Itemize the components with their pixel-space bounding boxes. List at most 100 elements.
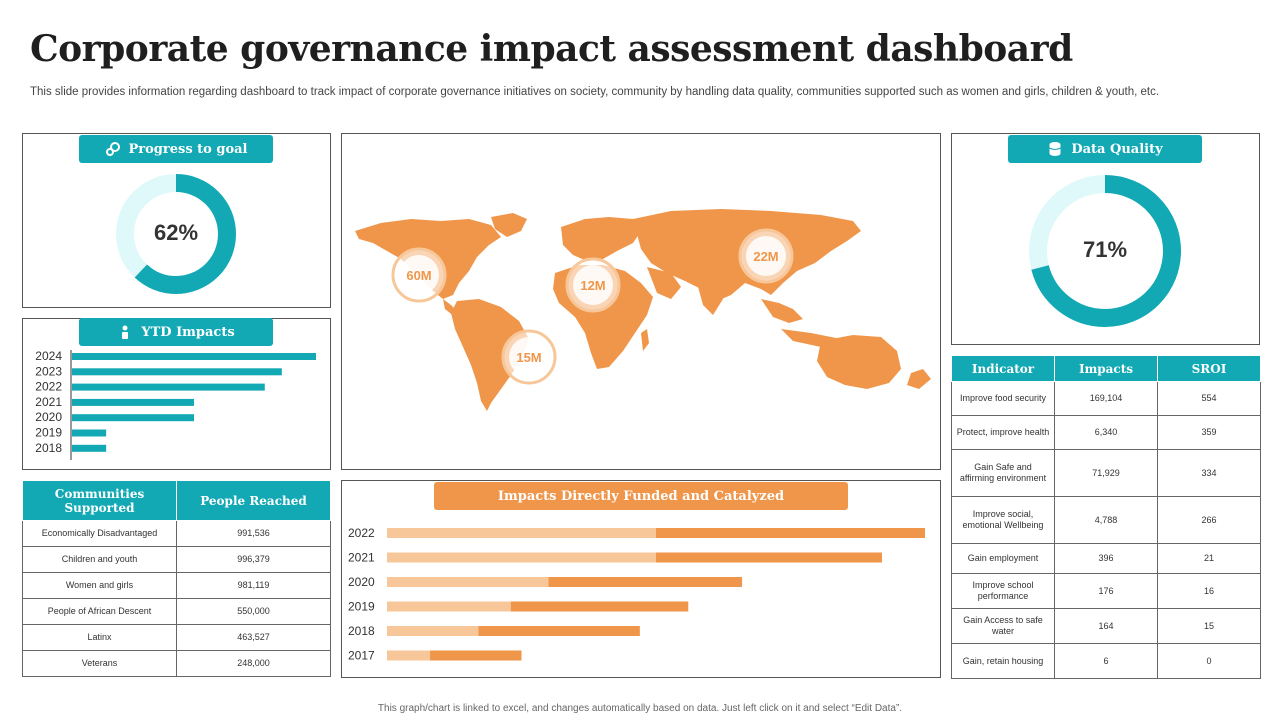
indicator-row: Gain Safe and affirming environment 71,92… [951, 449, 1261, 497]
ytd-bar [72, 368, 282, 376]
indicator-cell: Improve social, emotional Wellbeing [951, 496, 1055, 544]
funded-tick-label: 2018 [348, 624, 375, 638]
sroi-cell: 266 [1157, 496, 1261, 544]
community-name-cell: People of African Descent [22, 598, 177, 625]
funded-title-pill: Impacts Directly Funded and Catalyzed [434, 482, 848, 510]
impacts-cell: 164 [1054, 608, 1158, 644]
funded-chart: 2022 2021 2020 2019 2018 2017 [348, 526, 925, 663]
ytd-tick-label: 2024 [35, 349, 62, 363]
indicator-row: Gain employment 396 21 [951, 543, 1261, 574]
map-arabia [647, 267, 681, 299]
ytd-bar [72, 429, 107, 437]
people-reached-cell: 463,527 [176, 624, 331, 651]
indicator-cell: Improve food security [951, 381, 1055, 416]
people-reached-cell: 991,536 [176, 520, 331, 547]
people-reached-cell: 248,000 [176, 650, 331, 677]
indicator-cell: Gain Access to safe water [951, 608, 1055, 644]
indicator-row: Improve food security 169,104 554 [951, 381, 1261, 416]
map-marker-label: 22M [753, 249, 778, 264]
map-new-zealand [907, 369, 931, 389]
people-reached-cell: 996,379 [176, 546, 331, 573]
ytd-tick-label: 2018 [35, 441, 62, 455]
funded-bar-segment-2 [478, 626, 640, 636]
sroi-cell: 16 [1157, 573, 1261, 609]
ytd-tick-label: 2021 [35, 395, 62, 409]
communities-row: Veterans 248,000 [22, 650, 331, 677]
impacts-cell: 396 [1054, 543, 1158, 574]
communities-header: Communities Supported [22, 480, 177, 521]
progress-title-pill: Progress to goal [79, 135, 273, 163]
people-reached-header: People Reached [176, 480, 331, 521]
people-reached-cell: 981,119 [176, 572, 331, 599]
map-madagascar [641, 329, 649, 351]
ytd-tick-label: 2019 [35, 426, 62, 440]
quality-donut [1029, 175, 1181, 327]
sroi-cell: 0 [1157, 643, 1261, 679]
funded-bar-segment-1 [387, 650, 431, 661]
ytd-title-pill: YTD Impacts [79, 318, 273, 346]
map-marker-south-america: 15M [501, 329, 557, 385]
quality-value-label: 71% [1082, 237, 1128, 262]
community-name-cell: Veterans [22, 650, 177, 677]
map-marker-africa-west: 12M [565, 257, 621, 313]
funded-bar-segment-2 [430, 650, 522, 661]
indicator-row: Gain Access to safe water 164 15 [951, 608, 1261, 644]
funded-tick-label: 2021 [348, 551, 375, 565]
funded-bar-segment-1 [387, 552, 656, 563]
community-name-cell: Women and girls [22, 572, 177, 599]
indicator-header: Indicator [951, 355, 1055, 382]
indicator-table: Indicator Impacts SROI Improve food secu… [951, 355, 1261, 679]
map-southeast-asia [761, 299, 803, 323]
community-name-cell: Children and youth [22, 546, 177, 573]
sroi-cell: 554 [1157, 381, 1261, 416]
person-chart-icon [122, 325, 129, 339]
funded-bar-segment-1 [387, 626, 479, 636]
indicator-cell: Improve school performance [951, 573, 1055, 609]
map-marker-asia: 22M [738, 228, 794, 284]
map-india [697, 283, 723, 315]
progress-title: Progress to goal [128, 141, 248, 157]
map-marker-north-america: 60M [391, 247, 447, 303]
impacts-header: Impacts [1054, 355, 1158, 382]
world-map: 60M 12M 22M 15M [355, 209, 931, 411]
sroi-cell: 359 [1157, 415, 1261, 450]
funded-tick-label: 2019 [348, 600, 375, 614]
funded-tick-label: 2022 [348, 526, 375, 540]
indicator-cell: Gain Safe and affirming environment [951, 449, 1055, 497]
map-south-america [451, 299, 529, 411]
ytd-bar [72, 398, 194, 406]
impacts-cell: 169,104 [1054, 381, 1158, 416]
impacts-cell: 71,929 [1054, 449, 1158, 497]
communities-row: Women and girls 981,119 [22, 572, 331, 599]
map-australia [817, 335, 901, 389]
gears-icon [105, 142, 120, 156]
quality-title: Data Quality [1071, 141, 1163, 157]
funded-bar-segment-2 [510, 601, 689, 612]
sroi-cell: 21 [1157, 543, 1261, 574]
funded-bar-segment-1 [387, 528, 656, 538]
progress-value-label: 62% [153, 220, 199, 245]
page-subtitle: This slide provides information regardin… [30, 86, 1160, 98]
ytd-tick-label: 2022 [35, 380, 62, 394]
community-name-cell: Latinx [22, 624, 177, 651]
progress-donut-arc [116, 174, 236, 294]
communities-row: Economically Disadvantaged 991,536 [22, 520, 331, 547]
sroi-cell: 15 [1157, 608, 1261, 644]
impacts-cell: 6,340 [1054, 415, 1158, 450]
ytd-tick-label: 2020 [35, 410, 62, 424]
communities-row: Children and youth 996,379 [22, 546, 331, 573]
funded-bar-segment-1 [387, 577, 549, 587]
funded-title: Impacts Directly Funded and Catalyzed [497, 488, 785, 504]
map-marker-label: 15M [516, 350, 541, 365]
map-marker-label: 12M [580, 278, 605, 293]
database-icon [1049, 142, 1062, 156]
impacts-cell: 4,788 [1054, 496, 1158, 544]
funded-bar-segment-1 [387, 601, 511, 612]
funded-bar-segment-2 [548, 577, 743, 587]
funded-tick-label: 2020 [348, 575, 375, 589]
indicator-row: Protect, improve health 6,340 359 [951, 415, 1261, 450]
map-marker-label: 60M [406, 268, 431, 283]
indicator-cell: Gain employment [951, 543, 1055, 574]
indicator-cell: Gain, retain housing [951, 643, 1055, 679]
